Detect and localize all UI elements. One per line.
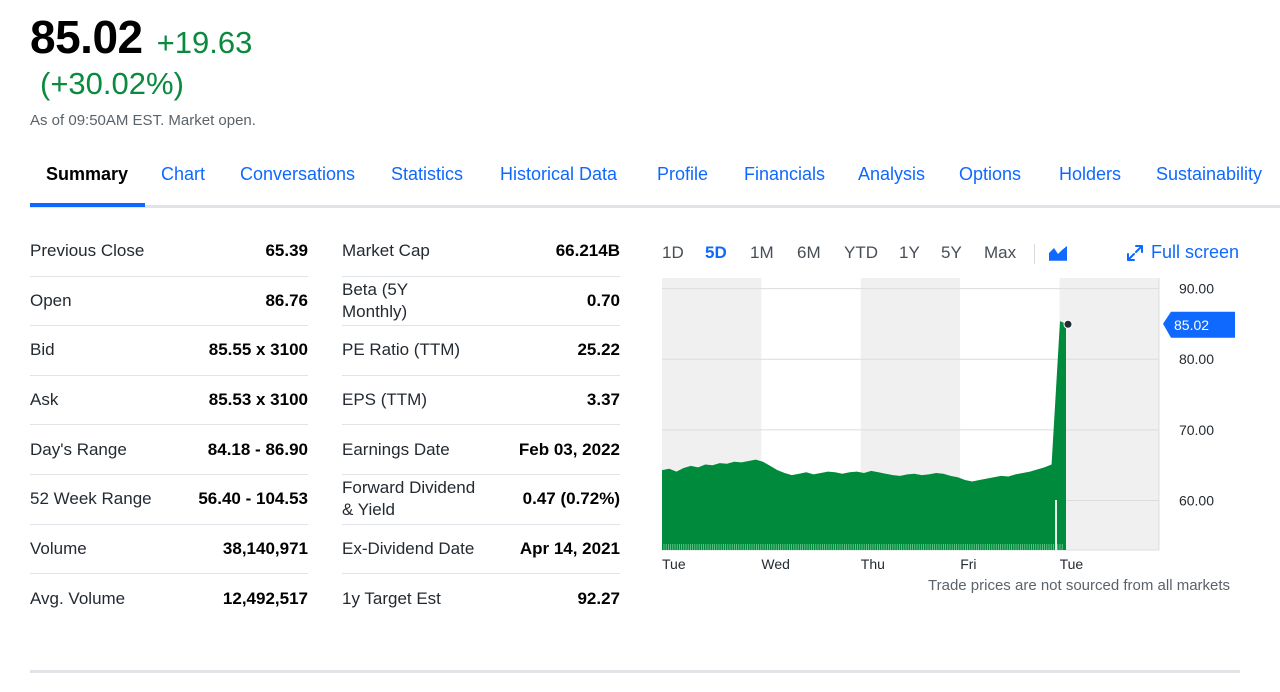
stat-label: Volume (30, 538, 87, 558)
range-6m-button[interactable]: 6M (797, 243, 821, 262)
stat-row: Beta (5Y Monthly) 0.70 (342, 277, 620, 327)
stat-label: EPS (TTM) (342, 390, 427, 410)
quote-header: 85.02 +19.63 (+30.02%) As of 09:50AM EST… (30, 10, 256, 129)
range-5d-button[interactable]: 5D (705, 243, 727, 262)
chart-price-area (662, 321, 1066, 550)
fullscreen-label: Full screen (1151, 242, 1240, 262)
summary-stats-left: Previous Close 65.39 Open 86.76 Bid 85.55 x… (30, 227, 308, 624)
chart-x-tick-label: Tue (1060, 556, 1084, 572)
chart-x-tick-label: Thu (861, 556, 885, 572)
stat-label: Avg. Volume (30, 588, 126, 608)
chart-y-tick-label: 70.00 (1179, 422, 1214, 438)
mountain-chart-icon[interactable] (1048, 245, 1068, 261)
price-chart[interactable]: 90.00 80.00 70.00 60.00 85.02 Tue Wed Thu Fri Tue (660, 274, 1260, 574)
stat-value: 85.55 x 3100 (208, 340, 308, 360)
chart-x-tick-label: Fri (960, 556, 976, 572)
chart-disclaimer: Trade prices are not sourced from all ma… (928, 577, 1231, 594)
stat-value: 12,492,517 (222, 588, 308, 608)
stat-row: Bid 85.55 x 3100 (30, 326, 308, 376)
range-1m-button[interactable]: 1M (750, 243, 774, 262)
stat-row: EPS (TTM) 3.37 (342, 376, 620, 426)
stat-row: Market Cap 66.214B (342, 227, 620, 277)
stat-label: Ask (30, 390, 59, 410)
stat-label: Forward Dividend & Yield (342, 478, 476, 520)
stat-value: 85.53 x 3100 (208, 390, 308, 410)
stat-value: Apr 14, 2021 (519, 538, 620, 558)
stat-value: 65.39 (265, 241, 308, 261)
stat-label: 52 Week Range (30, 489, 152, 509)
active-tab-indicator (30, 203, 145, 207)
range-divider (1034, 244, 1035, 264)
stat-value: 38,140,971 (222, 538, 308, 558)
stat-value: 56.40 - 104.53 (198, 489, 308, 509)
stat-row: Forward Dividend & Yield 0.47 (0.72%) (342, 475, 620, 525)
price-change: +19.63 (156, 25, 253, 60)
tab-conversations[interactable]: Conversations (240, 164, 356, 184)
chart-price-badge-label: 85.02 (1174, 317, 1209, 333)
tab-profile[interactable]: Profile (657, 164, 709, 184)
stat-label: Previous Close (30, 241, 145, 261)
stat-label: Earnings Date (342, 439, 450, 459)
stat-label: Day's Range (30, 439, 127, 459)
stat-value: 92.27 (577, 588, 620, 608)
stat-value: 66.214B (555, 241, 620, 261)
stat-value: 3.37 (586, 390, 620, 410)
chart-y-tick-label: 60.00 (1179, 493, 1214, 509)
chart-x-tick-label: Tue (662, 556, 686, 572)
stat-row: Earnings Date Feb 03, 2022 (342, 425, 620, 475)
stat-row: Previous Close 65.39 (30, 227, 308, 277)
stat-row: PE Ratio (TTM) 25.22 (342, 326, 620, 376)
tab-financials[interactable]: Financials (744, 164, 826, 184)
quote-timestamp: As of 09:50AM EST. Market open. (30, 112, 256, 129)
range-1d-button[interactable]: 1D (662, 243, 684, 262)
stat-label: Bid (30, 340, 55, 360)
chart-day-band (1059, 278, 1159, 550)
stat-row: 1y Target Est 92.27 (342, 574, 620, 624)
stat-value: 84.18 - 86.90 (207, 439, 308, 459)
stat-label: 1y Target Est (342, 588, 441, 608)
summary-stats-right: Market Cap 66.214B Beta (5Y Monthly) 0.70 … (342, 227, 620, 624)
stat-row: Open 86.76 (30, 277, 308, 327)
chart-current-price-dot (1063, 319, 1073, 329)
stat-row: Avg. Volume 12,492,517 (30, 574, 308, 624)
stat-value: 86.76 (265, 290, 308, 310)
stat-label: PE Ratio (TTM) (342, 340, 461, 360)
stat-label: Market Cap (342, 241, 430, 261)
tab-sustainability[interactable]: Sustainability (1156, 164, 1263, 184)
chart-y-tick-label: 90.00 (1179, 281, 1214, 297)
stat-value: 0.47 (0.72%) (522, 489, 620, 509)
expand-arrows-icon (1127, 244, 1143, 261)
stat-row: Ask 85.53 x 3100 (30, 376, 308, 426)
tab-statistics[interactable]: Statistics (391, 164, 464, 184)
quote-nav-tabs: Summary Chart Conversations Statistics H… (30, 160, 1280, 208)
current-price: 85.02 (30, 11, 143, 63)
stat-label: Beta (5Y Monthly) (342, 279, 408, 321)
range-1y-button[interactable]: 1Y (899, 243, 920, 262)
stat-row: Day's Range 84.18 - 86.90 (30, 425, 308, 475)
tab-chart[interactable]: Chart (161, 164, 206, 184)
tab-analysis[interactable]: Analysis (858, 164, 926, 184)
tab-options[interactable]: Options (959, 164, 1022, 184)
chart-x-tick-label: Wed (761, 556, 790, 572)
range-5y-button[interactable]: 5Y (941, 243, 962, 262)
stat-row: 52 Week Range 56.40 - 104.53 (30, 475, 308, 525)
stat-label: Ex-Dividend Date (342, 538, 475, 558)
fullscreen-button[interactable]: Full screen (1126, 242, 1239, 263)
section-divider (30, 670, 1240, 673)
stat-value: 0.70 (586, 290, 620, 310)
stat-row: Ex-Dividend Date Apr 14, 2021 (342, 525, 620, 575)
chart-price-badge (1163, 311, 1235, 338)
stat-value: Feb 03, 2022 (518, 439, 620, 459)
stat-row: Volume 38,140,971 (30, 525, 308, 575)
range-ytd-button[interactable]: YTD (844, 243, 878, 262)
tab-holders[interactable]: Holders (1059, 164, 1122, 184)
stat-label: Open (30, 290, 72, 310)
chart-y-tick-label: 80.00 (1179, 351, 1214, 367)
tab-historical-data[interactable]: Historical Data (500, 164, 618, 184)
price-change-percent: (+30.02%) (40, 66, 184, 101)
stat-value: 25.22 (577, 340, 620, 360)
tab-summary[interactable]: Summary (46, 164, 129, 184)
range-max-button[interactable]: Max (984, 243, 1017, 262)
